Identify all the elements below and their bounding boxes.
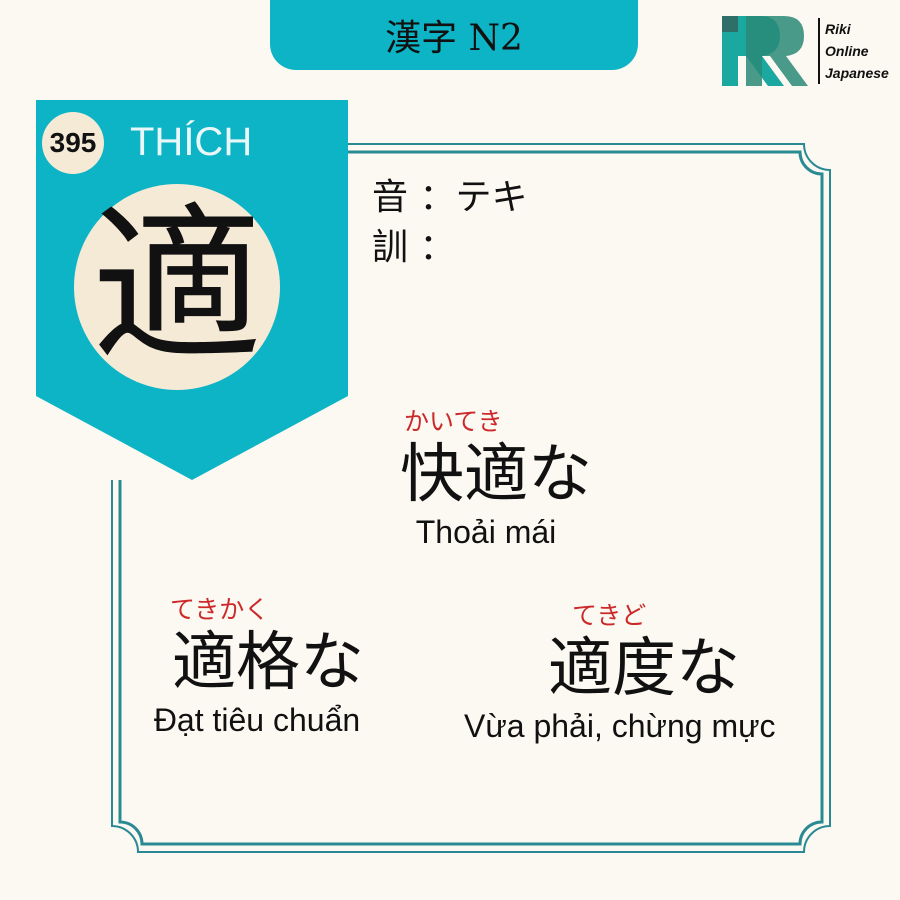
word-meaning: Đạt tiêu chuẩn (153, 702, 361, 738)
kun-reading-label: 訓 ： (372, 227, 456, 268)
on-reading-value: テキ (455, 177, 528, 218)
word-meaning: Vừa phải, chừng mực (464, 708, 776, 744)
word-furigana: かいてき (404, 407, 503, 436)
kanji-number-badge: 395 (42, 112, 104, 174)
example-word-2: てきかく 適格な Đạt tiêu chuẩn (154, 590, 368, 739)
logo-text: Riki Online Japanese (825, 21, 889, 81)
riki-logo: Riki Online Japanese (718, 12, 898, 92)
riki-logo-icon (722, 16, 808, 86)
kun-reading-row: 訓 ： (372, 218, 455, 270)
word-furigana: てきど (572, 601, 647, 630)
main-kanji: 適 (91, 188, 262, 386)
word-furigana: てきかく (170, 595, 270, 624)
logo-divider (818, 18, 820, 84)
example-word-3: てきど 適度な Vừa phải, chừng mực (464, 596, 776, 745)
han-viet-reading: THÍCH (130, 120, 253, 164)
kanji-number: 395 (49, 127, 97, 158)
page-title: 漢字 N2 (385, 18, 523, 59)
word-kanji: 適格な (172, 626, 364, 700)
on-reading-row: 音 ：テキ (372, 168, 527, 220)
kanji-circle (74, 184, 280, 390)
word-kanji: 快適な (400, 438, 592, 512)
example-word-1: かいてき 快適な Thoải mái (396, 402, 596, 551)
word-kanji: 適度な (548, 632, 740, 706)
word-meaning: Thoải mái (415, 514, 557, 550)
title-tab: 漢字 N2 (270, 0, 638, 70)
on-reading-label: 音 ： (372, 177, 456, 218)
